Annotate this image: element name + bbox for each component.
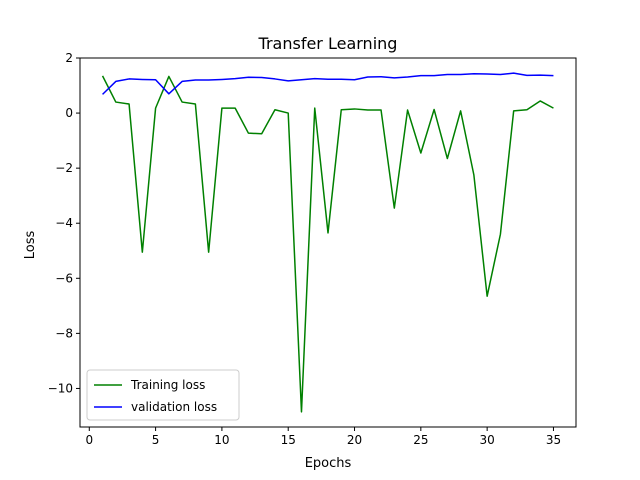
chart-title: Transfer Learning: [258, 34, 398, 53]
x-tick-label: 25: [413, 433, 428, 447]
legend-box: [86, 369, 240, 421]
x-tick-label: 15: [281, 433, 296, 447]
x-tick-label: 5: [152, 433, 160, 447]
y-axis-label: Loss: [23, 231, 38, 260]
axes-frame: [79, 57, 577, 428]
plot-area: 0 5 10 15 20 25 30 35 −10 −8 −6 −4 −2 0 2: [48, 51, 577, 447]
y-tick-label: −4: [55, 216, 73, 230]
legend-label-1: validation loss: [131, 400, 217, 414]
legend-label-0: Training loss: [130, 378, 205, 392]
y-tick-label: −6: [55, 271, 73, 285]
y-tick-label: −8: [55, 326, 73, 340]
x-tick-label: 30: [480, 433, 495, 447]
y-tick-label: −2: [55, 161, 73, 175]
y-tick-label: 2: [65, 51, 73, 65]
y-tick-label: 0: [65, 106, 73, 120]
x-axis-label: Epochs: [305, 456, 352, 471]
x-tick-label: 20: [347, 433, 362, 447]
series-line-1: [102, 72, 554, 95]
series-line-0: [101, 75, 554, 413]
x-tick-label: 35: [546, 433, 561, 447]
x-tick-label: 0: [85, 433, 93, 447]
legend: Training loss validation loss: [86, 369, 240, 421]
x-tick-label: 10: [214, 433, 229, 447]
y-tick-label: −10: [48, 381, 73, 395]
